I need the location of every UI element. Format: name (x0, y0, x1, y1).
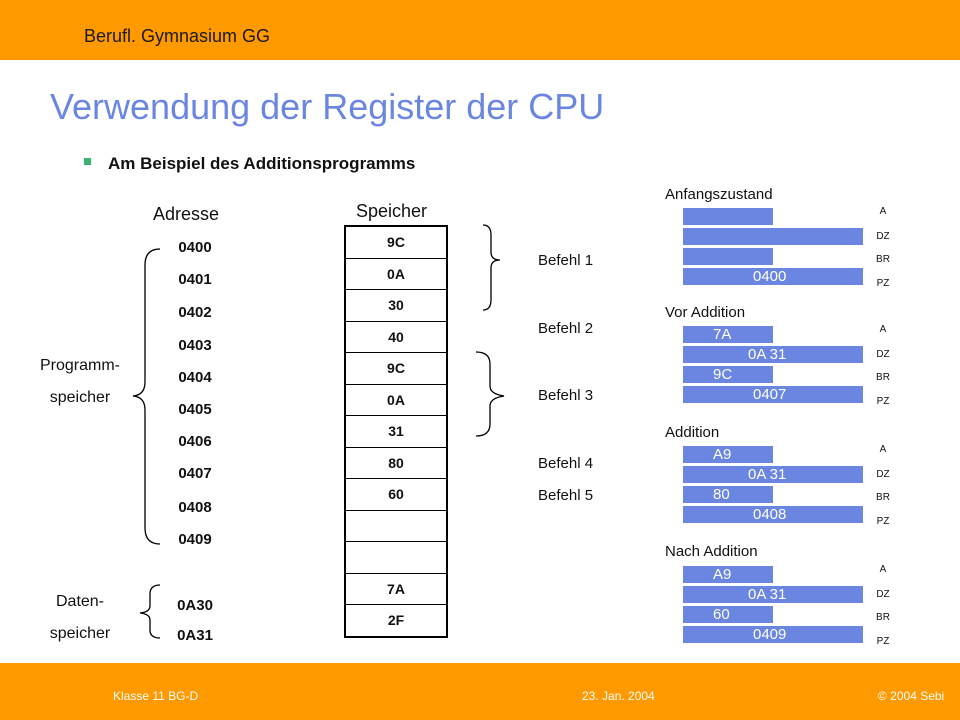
memory-cell: 30 (346, 290, 446, 322)
reg-label-dz: DZ (876, 469, 890, 480)
address-0a31: 0A31 (177, 627, 213, 644)
reg-label-br: BR (876, 372, 890, 383)
footer-copyright: © 2004 Sebi (878, 689, 945, 703)
program-memory-label-2: speicher (49, 389, 111, 406)
register-a: A9 (683, 566, 773, 584)
address-0400: 0400 (178, 239, 212, 256)
header-bar (0, 0, 960, 60)
address-0407: 0407 (178, 465, 212, 482)
reg-label-dz: DZ (876, 349, 890, 360)
address-0a30: 0A30 (177, 597, 213, 614)
state-title-nach-addition: Nach Addition (665, 543, 758, 560)
reg-label-a: A (879, 324, 887, 335)
memory-cell: 31 (346, 416, 446, 448)
footer-date: 23. Jan. 2004 (582, 689, 655, 703)
register-br: 60 (683, 606, 773, 624)
school-name: Berufl. Gymnasium GG (84, 26, 271, 46)
address-0406: 0406 (178, 433, 212, 450)
reg-label-a: A (879, 564, 887, 575)
reg-label-dz: DZ (876, 589, 890, 600)
memory-cell: 0A (346, 259, 446, 290)
address-0403: 0403 (178, 337, 212, 354)
befehl-4-label: Befehl 4 (538, 455, 594, 472)
reg-label-pz: PZ (876, 396, 890, 407)
address-0404: 0404 (178, 369, 212, 386)
register-br (683, 248, 773, 266)
befehl1-bracket (482, 224, 501, 311)
memory-cell (346, 511, 446, 542)
befehl3-bracket (475, 351, 505, 437)
reg-label-pz: PZ (876, 278, 890, 289)
reg-label-br: BR (876, 612, 890, 623)
memory-cell (346, 542, 446, 574)
bullet-icon (84, 158, 91, 165)
data-memory-label-2: speicher (49, 625, 111, 642)
memory-cell: 9C (346, 353, 446, 385)
state-title-addition: Addition (665, 424, 720, 441)
register-a: A9 (683, 446, 773, 464)
register-dz (683, 228, 863, 246)
reg-label-br: BR (876, 254, 890, 265)
register-dz: 0A 31 (683, 586, 863, 604)
reg-label-pz: PZ (876, 516, 890, 527)
register-pz: 0400 (683, 268, 863, 286)
footer-bar (0, 663, 960, 720)
address-0409: 0409 (178, 531, 212, 548)
reg-label-a: A (879, 444, 887, 455)
address-0401: 0401 (178, 271, 212, 288)
memory-cell: 0A (346, 385, 446, 416)
program-brace (132, 248, 161, 545)
bullet-text: Am Beispiel des Additionsprogramms (108, 154, 416, 173)
register-a (683, 208, 773, 226)
memory-cell: 9C (346, 227, 446, 259)
memory-table: 9C 0A 30 40 9C 0A 31 80 60 7A 2F (344, 225, 448, 638)
register-br: 80 (683, 486, 773, 504)
address-0402: 0402 (178, 304, 212, 321)
reg-label-dz: DZ (876, 231, 890, 242)
register-a: 7A (683, 326, 773, 344)
state-title-vor-addition: Vor Addition (665, 304, 746, 321)
slide-title: Verwendung der Register der CPU (50, 86, 605, 127)
footer-class: Klasse 11 BG-D (113, 689, 199, 703)
reg-label-br: BR (876, 492, 890, 503)
reg-label-pz: PZ (876, 636, 890, 647)
memory-cell: 40 (346, 322, 446, 353)
memory-cell: 2F (346, 605, 446, 637)
data-brace (139, 584, 161, 639)
address-0405: 0405 (178, 401, 212, 418)
register-dz: 0A 31 (683, 466, 863, 484)
register-pz: 0407 (683, 386, 863, 404)
memory-cell: 80 (346, 448, 446, 479)
register-br: 9C (683, 366, 773, 384)
register-pz: 0409 (683, 626, 863, 644)
register-pz: 0408 (683, 506, 863, 524)
befehl-3-label: Befehl 3 (538, 387, 594, 404)
register-dz: 0A 31 (683, 346, 863, 364)
memory-cell: 60 (346, 479, 446, 511)
program-memory-label-1: Programm- (39, 357, 120, 374)
befehl-2-label: Befehl 2 (538, 320, 594, 337)
address-header: Adresse (153, 204, 220, 224)
memory-cell: 7A (346, 574, 446, 605)
address-0408: 0408 (178, 499, 212, 516)
memory-header: Speicher (356, 201, 428, 221)
data-memory-label-1: Daten- (55, 593, 105, 610)
state-title-anfangszustand: Anfangszustand (665, 186, 773, 203)
reg-label-a: A (879, 206, 887, 217)
befehl-5-label: Befehl 5 (538, 487, 594, 504)
befehl-1-label: Befehl 1 (538, 252, 594, 269)
